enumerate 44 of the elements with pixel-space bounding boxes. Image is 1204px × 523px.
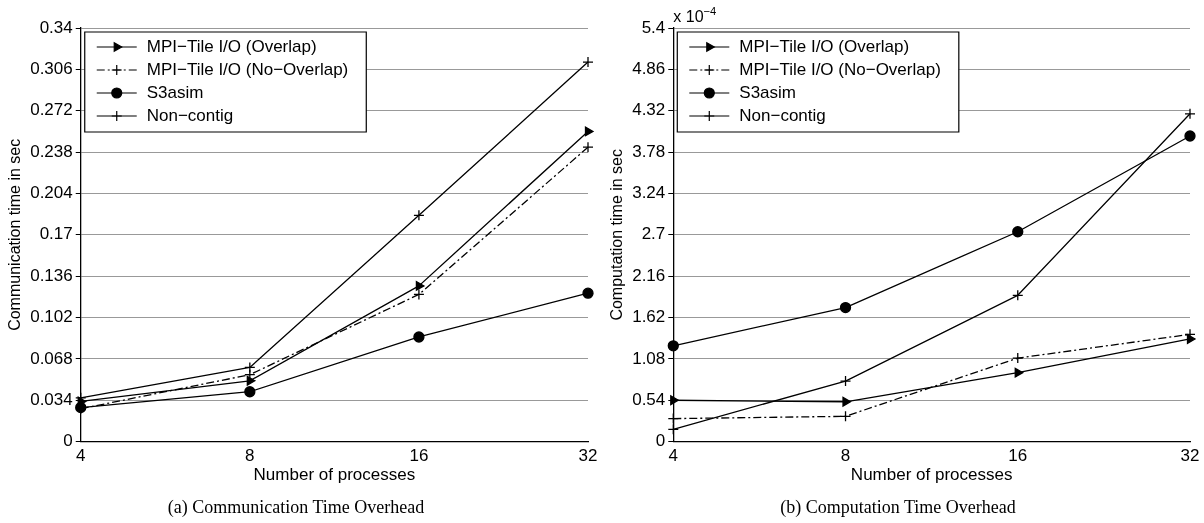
x-tick-label: 8 (245, 446, 255, 466)
x-tick-label: 8 (840, 446, 851, 466)
x-tick-label: 16 (1008, 446, 1028, 466)
y-tick-label: 3.78 (632, 141, 666, 161)
x-axis-title: Number of processes (253, 464, 416, 484)
legend-label: MPI−Tile I/O (No−Overlap) (146, 59, 349, 79)
y-tick-label: 0 (655, 431, 666, 451)
y-tick-label: 0.102 (30, 307, 73, 327)
y-tick-label: 0 (63, 431, 73, 451)
legend-label: Non−contig (739, 105, 826, 125)
y-tick-label: 0.204 (30, 183, 73, 203)
x-tick-label: 4 (668, 446, 679, 466)
x-axis-title: Number of processes (850, 464, 1013, 484)
legend-label: S3asim (146, 82, 204, 102)
y-tick-label: 0.306 (30, 59, 73, 79)
y-axis-title: Communication time in sec (6, 138, 24, 331)
y-tick-label: 0.54 (632, 389, 666, 409)
x-tick-label: 4 (76, 446, 86, 466)
legend-label: Non−contig (146, 105, 234, 125)
x-tick-label: 32 (578, 446, 598, 466)
legend-label: S3asim (739, 82, 796, 102)
y-tick-label: 4.86 (632, 59, 666, 79)
legend-label: MPI−Tile I/O (No−Overlap) (739, 59, 941, 79)
y-tick-label: 0.034 (30, 389, 73, 409)
y-tick-label: 0.34 (39, 17, 73, 37)
y-tick-label: 0.068 (30, 348, 73, 368)
y-tick-label: 0.136 (30, 265, 73, 285)
y-tick-label: 2.7 (641, 224, 666, 244)
y-tick-label: 0.272 (30, 100, 73, 120)
y-tick-label: 0.238 (30, 141, 73, 161)
legend-label: MPI−Tile I/O (Overlap) (739, 36, 910, 56)
x-tick-label: 16 (409, 446, 429, 466)
y-tick-label: 0.17 (39, 224, 73, 244)
y-axis-title: Computation time in sec (608, 148, 626, 321)
legend-label: MPI−Tile I/O (Overlap) (146, 36, 317, 56)
x-tick-label: 32 (1180, 446, 1200, 466)
y-tick-label: 3.24 (632, 183, 666, 203)
text: (b) Computation Time Overhead (780, 496, 1016, 518)
y-tick-label: 5.4 (641, 17, 666, 37)
y-tick-label: 2.16 (632, 265, 666, 285)
text: (a) Communication Time Overhead (167, 496, 425, 518)
y-tick-label: 1.08 (632, 348, 666, 368)
y-tick-label: 1.62 (632, 307, 666, 327)
y-tick-label: 4.32 (632, 100, 666, 120)
